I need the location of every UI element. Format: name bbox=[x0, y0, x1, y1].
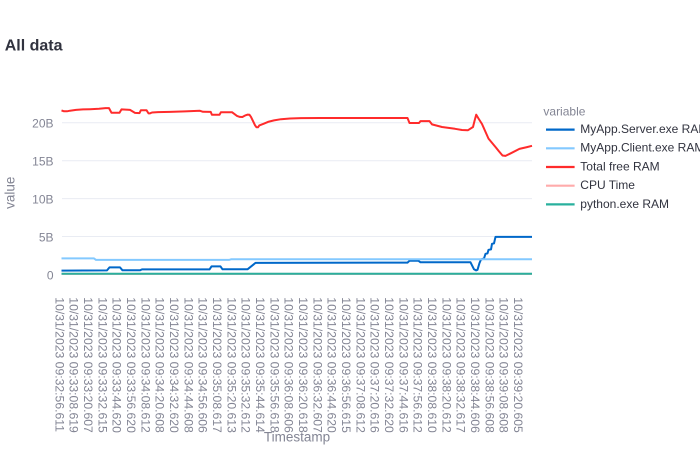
svg-text:10/31/2023 09:37:08.612: 10/31/2023 09:37:08.612 bbox=[353, 297, 367, 433]
svg-text:10/31/2023 09:36:32.607: 10/31/2023 09:36:32.607 bbox=[310, 297, 324, 433]
svg-text:10B: 10B bbox=[32, 193, 53, 207]
svg-text:10/31/2023 09:34:44.608: 10/31/2023 09:34:44.608 bbox=[181, 297, 195, 433]
svg-text:10/31/2023 09:37:56.612: 10/31/2023 09:37:56.612 bbox=[411, 297, 425, 433]
svg-text:CPU Time: CPU Time bbox=[580, 178, 635, 192]
svg-text:10/31/2023 09:39:08.608: 10/31/2023 09:39:08.608 bbox=[497, 297, 511, 433]
svg-text:10/31/2023 09:36:08.606: 10/31/2023 09:36:08.606 bbox=[282, 297, 296, 433]
svg-text:Total free RAM: Total free RAM bbox=[580, 159, 659, 173]
svg-text:0: 0 bbox=[47, 268, 54, 282]
svg-text:10/31/2023 09:35:56.618: 10/31/2023 09:35:56.618 bbox=[267, 297, 281, 433]
svg-text:10/31/2023 09:39:20.605: 10/31/2023 09:39:20.605 bbox=[511, 297, 525, 433]
svg-text:10/31/2023 09:34:08.612: 10/31/2023 09:34:08.612 bbox=[138, 297, 152, 433]
svg-text:5B: 5B bbox=[39, 230, 54, 244]
svg-text:10/31/2023 09:35:20.613: 10/31/2023 09:35:20.613 bbox=[224, 297, 238, 433]
svg-text:10/31/2023 09:33:56.620: 10/31/2023 09:33:56.620 bbox=[124, 297, 138, 433]
svg-text:10/31/2023 09:37:32.620: 10/31/2023 09:37:32.620 bbox=[382, 297, 396, 433]
svg-text:All data: All data bbox=[5, 37, 63, 54]
svg-text:variable: variable bbox=[543, 105, 585, 119]
svg-text:10/31/2023 09:32:56.611: 10/31/2023 09:32:56.611 bbox=[52, 297, 66, 432]
svg-text:10/31/2023 09:38:44.606: 10/31/2023 09:38:44.606 bbox=[468, 297, 482, 433]
svg-text:Timestamp: Timestamp bbox=[264, 429, 330, 444]
svg-text:10/31/2023 09:37:44.616: 10/31/2023 09:37:44.616 bbox=[396, 297, 410, 433]
svg-text:MyApp.Client.exe RAM: MyApp.Client.exe RAM bbox=[580, 141, 700, 155]
svg-text:python.exe RAM: python.exe RAM bbox=[580, 197, 669, 211]
svg-text:MyApp.Server.exe RAM: MyApp.Server.exe RAM bbox=[580, 122, 700, 136]
svg-text:10/31/2023 09:33:08.619: 10/31/2023 09:33:08.619 bbox=[67, 297, 81, 433]
svg-text:value: value bbox=[3, 177, 18, 209]
svg-text:10/31/2023 09:37:20.616: 10/31/2023 09:37:20.616 bbox=[368, 297, 382, 433]
svg-text:10/31/2023 09:34:56.606: 10/31/2023 09:34:56.606 bbox=[196, 297, 210, 433]
svg-text:10/31/2023 09:38:32.617: 10/31/2023 09:38:32.617 bbox=[454, 297, 468, 433]
svg-text:10/31/2023 09:38:20.612: 10/31/2023 09:38:20.612 bbox=[439, 297, 453, 433]
svg-text:10/31/2023 09:34:20.608: 10/31/2023 09:34:20.608 bbox=[153, 297, 167, 433]
svg-text:10/31/2023 09:35:08.617: 10/31/2023 09:35:08.617 bbox=[210, 297, 224, 433]
svg-text:10/31/2023 09:38:56.608: 10/31/2023 09:38:56.608 bbox=[482, 297, 496, 433]
svg-text:10/31/2023 09:35:44.614: 10/31/2023 09:35:44.614 bbox=[253, 297, 267, 433]
svg-text:10/31/2023 09:33:20.607: 10/31/2023 09:33:20.607 bbox=[81, 297, 95, 433]
svg-text:10/31/2023 09:34:32.620: 10/31/2023 09:34:32.620 bbox=[167, 297, 181, 433]
svg-text:10/31/2023 09:36:44.620: 10/31/2023 09:36:44.620 bbox=[325, 297, 339, 433]
svg-text:10/31/2023 09:33:44.620: 10/31/2023 09:33:44.620 bbox=[110, 297, 124, 433]
svg-text:20B: 20B bbox=[32, 117, 53, 131]
svg-text:10/31/2023 09:38:08.610: 10/31/2023 09:38:08.610 bbox=[425, 297, 439, 433]
svg-text:10/31/2023 09:33:32.615: 10/31/2023 09:33:32.615 bbox=[95, 297, 109, 433]
svg-text:10/31/2023 09:35:32.612: 10/31/2023 09:35:32.612 bbox=[239, 297, 253, 433]
svg-text:15B: 15B bbox=[32, 155, 53, 169]
svg-text:10/31/2023 09:36:56.615: 10/31/2023 09:36:56.615 bbox=[339, 297, 353, 433]
svg-text:10/31/2023 09:36:20.618: 10/31/2023 09:36:20.618 bbox=[296, 297, 310, 433]
